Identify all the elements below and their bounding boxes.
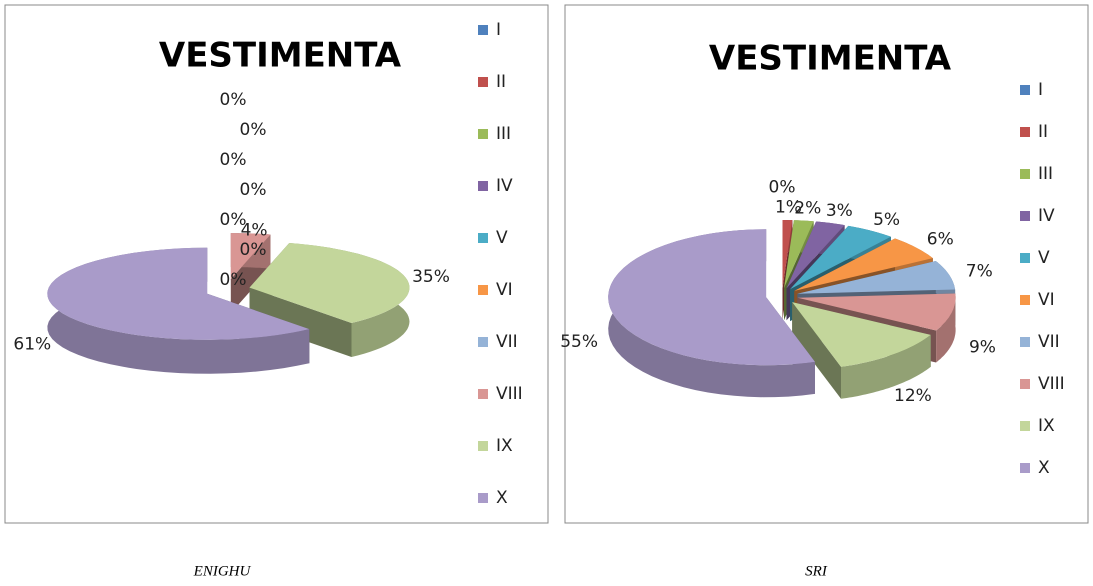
data-label: 6% — [927, 230, 954, 250]
legend-swatch — [478, 389, 488, 399]
slice — [797, 293, 956, 331]
data-label: 0% — [769, 178, 796, 198]
legend-label: I — [1038, 80, 1043, 100]
data-label: 35% — [412, 267, 450, 287]
slice — [784, 220, 814, 289]
data-label: 0% — [240, 120, 267, 140]
legend-label: VII — [1038, 332, 1060, 352]
legend-label: IV — [496, 176, 513, 196]
chart-title: VESTIMENTA — [159, 36, 402, 76]
legend-swatch — [1020, 379, 1030, 389]
legend-swatch — [478, 129, 488, 139]
slice — [797, 261, 956, 294]
slice — [794, 238, 933, 291]
legend-swatch — [1020, 337, 1030, 347]
legend-label: X — [496, 488, 508, 508]
legend-swatch — [1020, 253, 1030, 263]
data-label: 3% — [826, 201, 853, 221]
data-label: 55% — [560, 332, 598, 352]
data-label: 7% — [966, 261, 993, 281]
data-label: 9% — [969, 337, 996, 357]
data-label: 0% — [220, 270, 247, 290]
legend-swatch — [1020, 295, 1030, 305]
slice — [786, 221, 845, 289]
slice-wall — [249, 287, 352, 357]
caption: ENIGHU — [193, 563, 252, 579]
legend-label: IX — [496, 436, 513, 456]
legend-swatch — [478, 25, 488, 35]
slice-side — [936, 293, 956, 363]
slice — [782, 220, 793, 289]
legend-label: III — [496, 124, 511, 144]
legend-label: I — [496, 20, 501, 40]
legend-swatch — [478, 77, 488, 87]
legend-label: VIII — [496, 384, 523, 404]
data-label: 61% — [13, 334, 51, 354]
data-label: 1% — [775, 198, 802, 218]
legend-swatch — [1020, 211, 1030, 221]
legend-label: VII — [496, 332, 518, 352]
legend-swatch — [1020, 85, 1030, 95]
legend-label: IX — [1038, 416, 1055, 436]
legend-swatch — [1020, 463, 1030, 473]
legend-swatch — [1020, 421, 1030, 431]
data-label: 0% — [240, 180, 267, 200]
data-label: 0% — [220, 90, 247, 110]
slice — [792, 302, 931, 367]
data-label: 0% — [220, 210, 247, 230]
caption: SRI — [805, 563, 828, 579]
legend-label: X — [1038, 458, 1050, 478]
legend-swatch — [478, 441, 488, 451]
legend-label: II — [1038, 122, 1048, 142]
legend-label: III — [1038, 164, 1053, 184]
legend-swatch — [478, 181, 488, 191]
data-label: 12% — [894, 386, 932, 406]
legend-label: V — [1038, 248, 1050, 268]
legend-swatch — [478, 337, 488, 347]
legend-swatch — [1020, 169, 1030, 179]
legend-label: II — [496, 72, 506, 92]
slice — [608, 229, 816, 366]
data-label: 5% — [873, 210, 900, 230]
legend-swatch — [478, 285, 488, 295]
legend-label: VI — [1038, 290, 1055, 310]
legend-label: V — [496, 228, 508, 248]
legend-swatch — [478, 493, 488, 503]
data-label: 0% — [220, 150, 247, 170]
slice-side — [841, 334, 931, 399]
slice — [790, 225, 891, 290]
legend-swatch — [478, 233, 488, 243]
data-label: 0% — [240, 240, 267, 260]
slice-wall — [792, 302, 841, 399]
slice — [230, 233, 271, 280]
data-label: 4% — [241, 221, 268, 241]
legend-label: IV — [1038, 206, 1055, 226]
data-label: 2% — [794, 198, 821, 218]
slice — [47, 247, 310, 340]
legend-swatch — [1020, 127, 1030, 137]
slice — [249, 243, 410, 324]
legend-label: VI — [496, 280, 513, 300]
chart-title: VESTIMENTA — [709, 39, 952, 79]
legend-label: VIII — [1038, 374, 1065, 394]
